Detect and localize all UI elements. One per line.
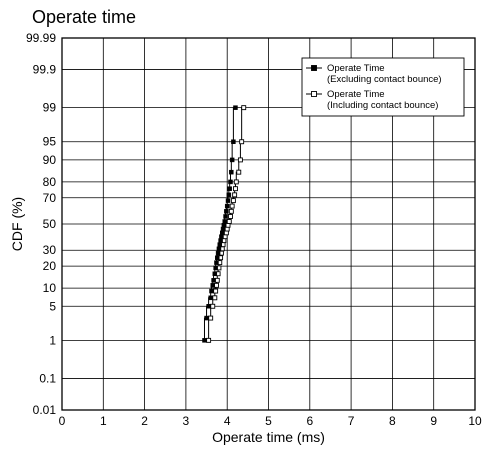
data-point xyxy=(214,277,220,283)
data-point xyxy=(231,139,236,144)
legend-box xyxy=(301,57,465,117)
y-axis-label: CDF (%) xyxy=(9,197,25,251)
data-point xyxy=(232,192,238,198)
data-point xyxy=(228,213,233,219)
x-tick-label: 0 xyxy=(59,414,66,428)
y-tick-label: 1 xyxy=(49,333,56,347)
legend: Operate Time (Excluding contact bounce) Op… xyxy=(301,57,465,117)
data-point xyxy=(212,295,218,301)
data-point xyxy=(209,288,214,294)
data-point xyxy=(229,157,235,163)
y-tick-label: 10 xyxy=(43,281,57,295)
plot-frame xyxy=(61,37,476,411)
y-tick-label: 30 xyxy=(43,243,57,257)
data-point xyxy=(225,198,231,203)
x-tick-label: 8 xyxy=(389,414,396,428)
y-tick-label: 80 xyxy=(43,175,57,189)
y-tick-label: 0.01 xyxy=(33,403,57,417)
data-point xyxy=(216,246,222,252)
x-tick-label: 1 xyxy=(100,414,107,428)
data-point xyxy=(211,278,216,283)
y-tick-label: 95 xyxy=(43,135,57,149)
data-point xyxy=(219,230,225,236)
data-point xyxy=(219,234,224,239)
data-point xyxy=(229,203,235,209)
data-point xyxy=(236,169,242,175)
y-tick-label: 5 xyxy=(49,299,56,313)
data-point xyxy=(224,203,230,209)
data-point xyxy=(220,226,226,232)
y-tick-label: 99.9 xyxy=(33,62,57,76)
data-point xyxy=(233,186,238,192)
x-tick-label: 7 xyxy=(348,414,355,428)
data-point xyxy=(202,338,207,343)
legend-marker xyxy=(311,65,317,71)
data-point xyxy=(224,209,229,214)
data-point xyxy=(210,303,216,309)
x-tick-label: 4 xyxy=(224,414,231,428)
data-point xyxy=(226,192,232,198)
data-point xyxy=(233,105,238,110)
data-point xyxy=(222,219,227,224)
data-point xyxy=(208,315,214,321)
data-point xyxy=(214,260,219,265)
x-tick-label: 3 xyxy=(183,414,190,428)
data-point xyxy=(208,295,213,301)
data-point xyxy=(223,214,228,219)
legend-marker xyxy=(311,91,317,97)
data-point xyxy=(213,265,218,271)
chart-title: Operate time xyxy=(32,7,137,27)
y-tick-label: 50 xyxy=(43,217,57,231)
x-axis-label: Operate time (ms) xyxy=(212,429,325,445)
y-tick-label: 20 xyxy=(43,259,57,273)
data-point xyxy=(228,208,234,214)
data-point xyxy=(230,198,236,204)
x-tick-label: 2 xyxy=(141,414,148,428)
y-tick-label: 0.1 xyxy=(39,372,56,386)
data-point xyxy=(228,179,233,185)
x-tick-label: 10 xyxy=(468,414,482,428)
data-point xyxy=(227,186,232,191)
x-tick-label: 5 xyxy=(265,414,272,428)
y-tick-label: 70 xyxy=(43,191,57,205)
data-point xyxy=(204,315,209,321)
data-point xyxy=(218,238,223,243)
data-point xyxy=(210,283,215,288)
legend-label: Operate Time (Including contact bounce) xyxy=(327,89,438,111)
data-point xyxy=(215,255,220,260)
series-layer xyxy=(202,105,247,343)
legend-label: Operate Time (Excluding contact bounce) xyxy=(327,63,442,85)
data-point xyxy=(239,139,245,145)
data-point xyxy=(213,288,219,294)
data-point xyxy=(229,169,234,175)
y-tick-label: 90 xyxy=(43,153,57,167)
data-point xyxy=(221,223,227,228)
data-point xyxy=(233,179,239,185)
data-point xyxy=(214,282,219,288)
data-point xyxy=(217,242,223,247)
data-point xyxy=(215,250,221,256)
data-point xyxy=(237,157,243,163)
y-tick-label: 99.99 xyxy=(26,31,56,45)
data-point xyxy=(241,105,247,111)
x-tick-label: 9 xyxy=(430,414,437,428)
y-tick-label: 99 xyxy=(43,101,57,115)
data-point xyxy=(206,337,212,343)
tick-label-layer: 0 1 2 3 4 5 6 7 8 9 10 0.01 0.1 1 5 10 20 30 50 70 80 90 95 99 9… xyxy=(26,31,482,428)
data-point xyxy=(206,304,211,309)
data-point xyxy=(226,219,232,224)
data-point xyxy=(212,271,218,276)
x-tick-label: 6 xyxy=(306,414,313,428)
